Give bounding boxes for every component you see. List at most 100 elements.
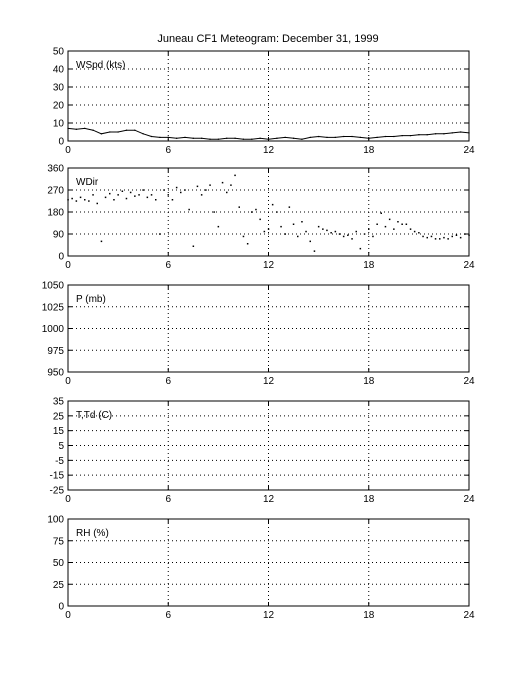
panel-wspd-point-14 — [184, 136, 186, 138]
panel-pressure-ytick-label-4: 1050 — [42, 281, 65, 292]
panel-wdir-point-74 — [376, 223, 378, 225]
panel-wdir-point-73 — [372, 235, 374, 238]
panel-wdir-point-20 — [150, 194, 153, 196]
panel-wdir-point-86 — [426, 236, 428, 239]
panel-wdir-point-34 — [209, 184, 211, 186]
panel-wdir-point-9 — [104, 196, 107, 199]
panel-wdir-point-23 — [163, 189, 165, 191]
panel-wdir-point-56 — [301, 221, 303, 223]
panel-wspd-point-38 — [384, 135, 387, 138]
panel-wspd-xtick-label-3: 18 — [363, 145, 375, 156]
panel-wdir-point-70 — [359, 247, 362, 250]
panel-wdir-point-83 — [413, 230, 416, 233]
panel-wdir-point-25 — [171, 199, 174, 201]
panel-wspd-point-4 — [100, 133, 102, 135]
panel-rh-xtick-label-0: 0 — [65, 610, 71, 621]
panel-wdir-point-36 — [217, 225, 220, 228]
panel-wspd-point-26 — [284, 136, 286, 138]
panel-wdir-xtick-label-3: 18 — [363, 260, 375, 271]
panel-wspd-ytick-label-4: 40 — [53, 65, 65, 76]
panel-wspd-ytick-label-0: 0 — [58, 137, 64, 148]
panel-wdir-point-92 — [451, 235, 453, 238]
panel-wdir-point-90 — [443, 236, 445, 239]
panel-wdir-point-39 — [230, 184, 232, 186]
panel-wspd-point-11 — [159, 136, 161, 138]
panel-rh-xtick-label-2: 12 — [263, 610, 275, 621]
panel-pressure: 950 975 1000 1025 1050 0 6 12 18 24 P (mb) — [42, 281, 475, 388]
panel-wdir-point-62 — [326, 229, 328, 232]
panel-wspd-point-45 — [443, 133, 445, 135]
panel-wdir-point-1 — [71, 197, 73, 200]
panel-temp-xtick-label-3: 18 — [363, 494, 375, 505]
panel-wspd-point-27 — [293, 137, 295, 139]
panel-wdir-point-77 — [388, 218, 391, 221]
panel-rh-ytick-label-0: 0 — [58, 602, 64, 613]
panel-wspd-point-5 — [109, 131, 111, 133]
panel-wdir-point-37 — [221, 181, 224, 184]
panel-wdir-xtick-label-4: 24 — [463, 260, 475, 271]
panel-temp-ytick-label-1: -15 — [50, 471, 65, 482]
panel-wdir-point-47 — [263, 230, 266, 233]
panel-temp-xtick-label-1: 6 — [165, 494, 171, 505]
panel-wspd-point-15 — [192, 137, 194, 139]
panel-wdir-point-35 — [213, 211, 215, 213]
panel-wspd-point-44 — [435, 133, 437, 135]
panel-wdir-point-33 — [205, 189, 207, 191]
panel-wdir-point-89 — [439, 238, 441, 240]
panel-wdir-point-38 — [226, 191, 228, 194]
panel-wdir-point-42 — [242, 235, 245, 238]
panel-wspd-point-13 — [176, 137, 178, 139]
panel-rh-label: RH (%) — [76, 528, 109, 539]
panel-wspd-point-17 — [209, 138, 211, 140]
panel-wdir-point-80 — [401, 223, 403, 225]
panel-temp-xtick-label-2: 12 — [263, 494, 275, 505]
panel-wdir-point-82 — [409, 228, 412, 230]
panel-wdir: 0 90 180 270 360 0 6 12 18 24 WDir — [47, 164, 475, 272]
panel-temp-ytick-label-5: 25 — [53, 411, 65, 422]
panel-wspd-point-43 — [426, 134, 428, 136]
panel-wspd-ytick-label-3: 30 — [53, 83, 65, 94]
panel-wdir-point-30 — [192, 245, 195, 247]
panel-wdir-point-8 — [100, 240, 103, 243]
panel-wspd-point-10 — [150, 135, 153, 138]
panel-wdir-point-15 — [129, 191, 132, 194]
panel-wspd-ytick-label-5: 50 — [53, 47, 65, 58]
panel-wspd-point-22 — [251, 138, 253, 140]
panel-wdir-point-24 — [167, 194, 169, 196]
panel-wspd-xtick-label-2: 12 — [263, 145, 275, 156]
panel-pressure-xtick-label-4: 24 — [463, 376, 475, 387]
panel-wdir-point-75 — [380, 212, 382, 214]
panel-wdir-point-51 — [280, 225, 282, 228]
panel-wdir-point-12 — [117, 194, 119, 196]
panel-pressure-ytick-label-0: 950 — [47, 368, 64, 379]
panel-wdir-point-76 — [384, 225, 387, 228]
panel-wspd: 0 10 20 30 40 50 0 6 12 18 24 WSpd (kts) — [53, 47, 475, 157]
panel-wdir-point-72 — [368, 228, 370, 230]
panel-wdir-point-65 — [338, 233, 341, 235]
panel-wdir-point-61 — [322, 228, 324, 230]
panel-wdir-ytick-label-3: 270 — [47, 186, 64, 197]
panel-wspd-point-36 — [368, 137, 370, 139]
panel-wdir-point-0 — [67, 199, 69, 201]
panel-wdir-point-46 — [259, 218, 261, 221]
panel-wdir-point-59 — [313, 250, 316, 252]
panel-wdir-point-71 — [363, 233, 366, 235]
panel-rh: 0 25 50 75 100 0 6 12 18 24 RH (%) — [47, 515, 475, 622]
panel-wspd-point-47 — [460, 131, 462, 133]
panel-wdir-point-45 — [255, 208, 257, 211]
panel-wdir-point-50 — [276, 211, 278, 213]
panel-wdir-xtick-label-0: 0 — [65, 260, 71, 271]
panel-wspd-point-25 — [276, 137, 278, 139]
panel-wspd-point-19 — [226, 137, 228, 139]
panel-wspd-point-24 — [267, 138, 270, 140]
panel-wspd-point-41 — [409, 135, 412, 137]
panel-temp-ytick-label-0: -25 — [50, 486, 65, 497]
panel-temp: -25 -15 -5 5 15 25 35 0 6 12 18 24 T,Td (C) — [50, 397, 475, 506]
panel-wdir-point-29 — [188, 208, 190, 211]
panel-wspd-point-23 — [259, 137, 261, 139]
panel-wspd-point-2 — [84, 127, 86, 129]
panel-wdir-point-7 — [96, 202, 98, 205]
panel-wdir-point-57 — [305, 230, 307, 233]
panel-wdir-point-13 — [121, 190, 124, 192]
